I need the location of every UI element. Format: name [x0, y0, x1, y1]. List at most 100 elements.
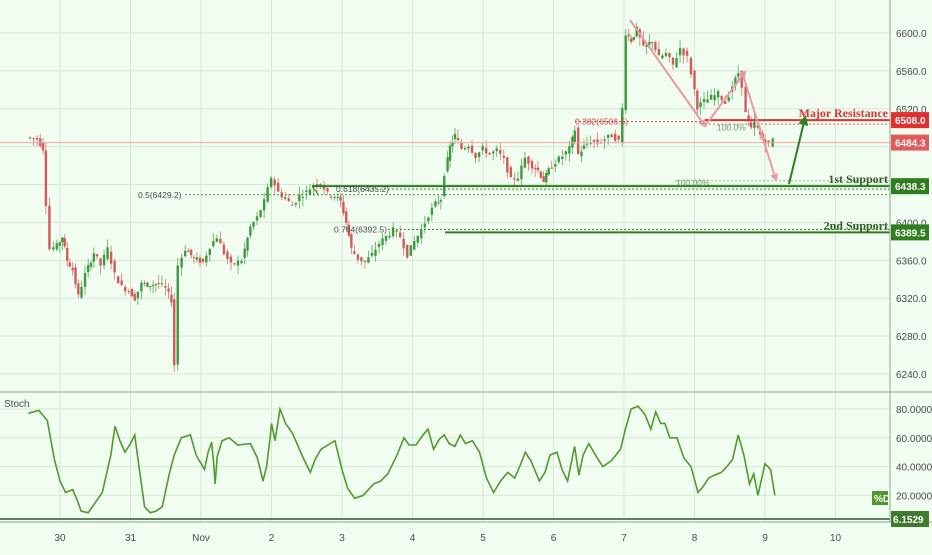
candle-body	[554, 164, 557, 167]
candle-body	[657, 49, 661, 56]
candle-body	[539, 171, 543, 178]
candle-body	[326, 188, 329, 192]
y-tick-label: 6280.0	[896, 332, 927, 343]
candle-body	[120, 280, 123, 285]
annotation-labels: Major Resistance 1st Support 2nd Support 0.…	[138, 106, 889, 234]
candle-body	[63, 238, 66, 247]
candle-body	[66, 247, 69, 261]
candle-body	[222, 244, 226, 255]
candle-body	[388, 235, 391, 238]
candle-body	[87, 265, 90, 273]
candle-body	[477, 152, 481, 158]
candle-body	[499, 150, 502, 154]
candle-body	[255, 216, 259, 221]
candle-body	[453, 133, 457, 140]
candle-body	[384, 235, 388, 241]
candle-body	[189, 249, 193, 256]
candle-body	[610, 134, 613, 138]
candle-body	[243, 248, 246, 258]
candle-body	[370, 252, 374, 256]
candle-body	[642, 38, 645, 46]
candle-body	[192, 257, 196, 259]
candle-body	[627, 34, 630, 37]
candle-body	[363, 260, 367, 262]
y-tick-label: 6520.0	[896, 105, 927, 116]
candle-body	[130, 288, 134, 297]
candle-body	[651, 42, 654, 44]
y-tick-label: 6360.0	[896, 256, 927, 267]
candle-body	[342, 201, 345, 214]
major-resistance-label: Major Resistance	[799, 106, 889, 120]
candle-body	[547, 168, 550, 175]
candle-body	[463, 148, 467, 150]
stoch-low-tag-bg	[891, 511, 929, 527]
candle-body	[492, 151, 495, 154]
candle-body	[460, 142, 463, 149]
candle-body	[345, 211, 348, 223]
candle-body	[240, 261, 243, 264]
candle-body	[284, 196, 287, 199]
candle-body	[198, 257, 202, 263]
fib-100-bottom-label: 100.00%	[676, 178, 710, 188]
candle-body	[322, 185, 326, 190]
candle-body	[35, 137, 39, 140]
candle-body	[402, 238, 405, 249]
grid	[0, 0, 890, 522]
x-tick-label: 6	[551, 533, 557, 544]
candle-body	[294, 202, 298, 205]
candle-body	[208, 248, 212, 256]
x-tick-label: 10	[830, 533, 842, 544]
candle-body	[266, 187, 269, 202]
candle-body	[702, 98, 706, 103]
candle-body	[533, 167, 537, 170]
candle-body	[645, 44, 648, 47]
candle-body	[713, 95, 716, 101]
candle-body	[573, 130, 577, 142]
candle-body	[671, 57, 675, 65]
candle-body	[536, 167, 540, 171]
candle-body	[654, 42, 657, 50]
candle-body	[709, 94, 713, 100]
stoch-low-tag: 6.1529	[893, 515, 924, 526]
arrow-down-2	[741, 71, 779, 182]
candle-body	[124, 286, 127, 292]
candle-body	[696, 90, 699, 110]
stoch-tick-label: 40.0000	[896, 463, 932, 474]
stoch-tick-label: 60.0000	[896, 434, 932, 445]
candle-body	[233, 263, 236, 265]
candle-body	[568, 146, 571, 154]
candle-body	[201, 258, 205, 262]
candle-body	[740, 70, 743, 88]
candle-body	[133, 293, 136, 301]
candle-body	[95, 254, 99, 257]
candle-body	[398, 232, 402, 238]
support1-price-tag: 6438.3	[895, 182, 926, 193]
candle-body	[329, 196, 333, 198]
x-tick-label: 7	[621, 533, 627, 544]
candle-body	[140, 282, 143, 292]
candle-body	[102, 254, 106, 266]
candle-body	[484, 147, 488, 154]
candle-body	[456, 137, 460, 141]
candle-body	[301, 196, 305, 198]
candle-body	[706, 99, 709, 103]
candle-body	[423, 223, 427, 228]
candle-body	[406, 244, 409, 258]
candle-body	[723, 101, 727, 105]
candle-body	[356, 254, 360, 260]
candle-body	[747, 115, 750, 121]
fib-0764-label: 0.764(6392.5)	[334, 225, 387, 235]
candle-body	[229, 256, 233, 263]
candle-body	[219, 238, 222, 244]
candle-body	[298, 194, 301, 202]
candle-body	[734, 77, 737, 86]
candle-body	[530, 160, 534, 169]
arrow-green-up	[788, 115, 809, 185]
candle-body	[48, 205, 51, 250]
candle-body	[648, 41, 651, 45]
y-tick-label: 6600.0	[896, 29, 927, 40]
candle-body	[506, 157, 509, 173]
candle-body	[212, 241, 215, 247]
candle-body	[513, 178, 516, 180]
candle-body	[136, 291, 140, 299]
